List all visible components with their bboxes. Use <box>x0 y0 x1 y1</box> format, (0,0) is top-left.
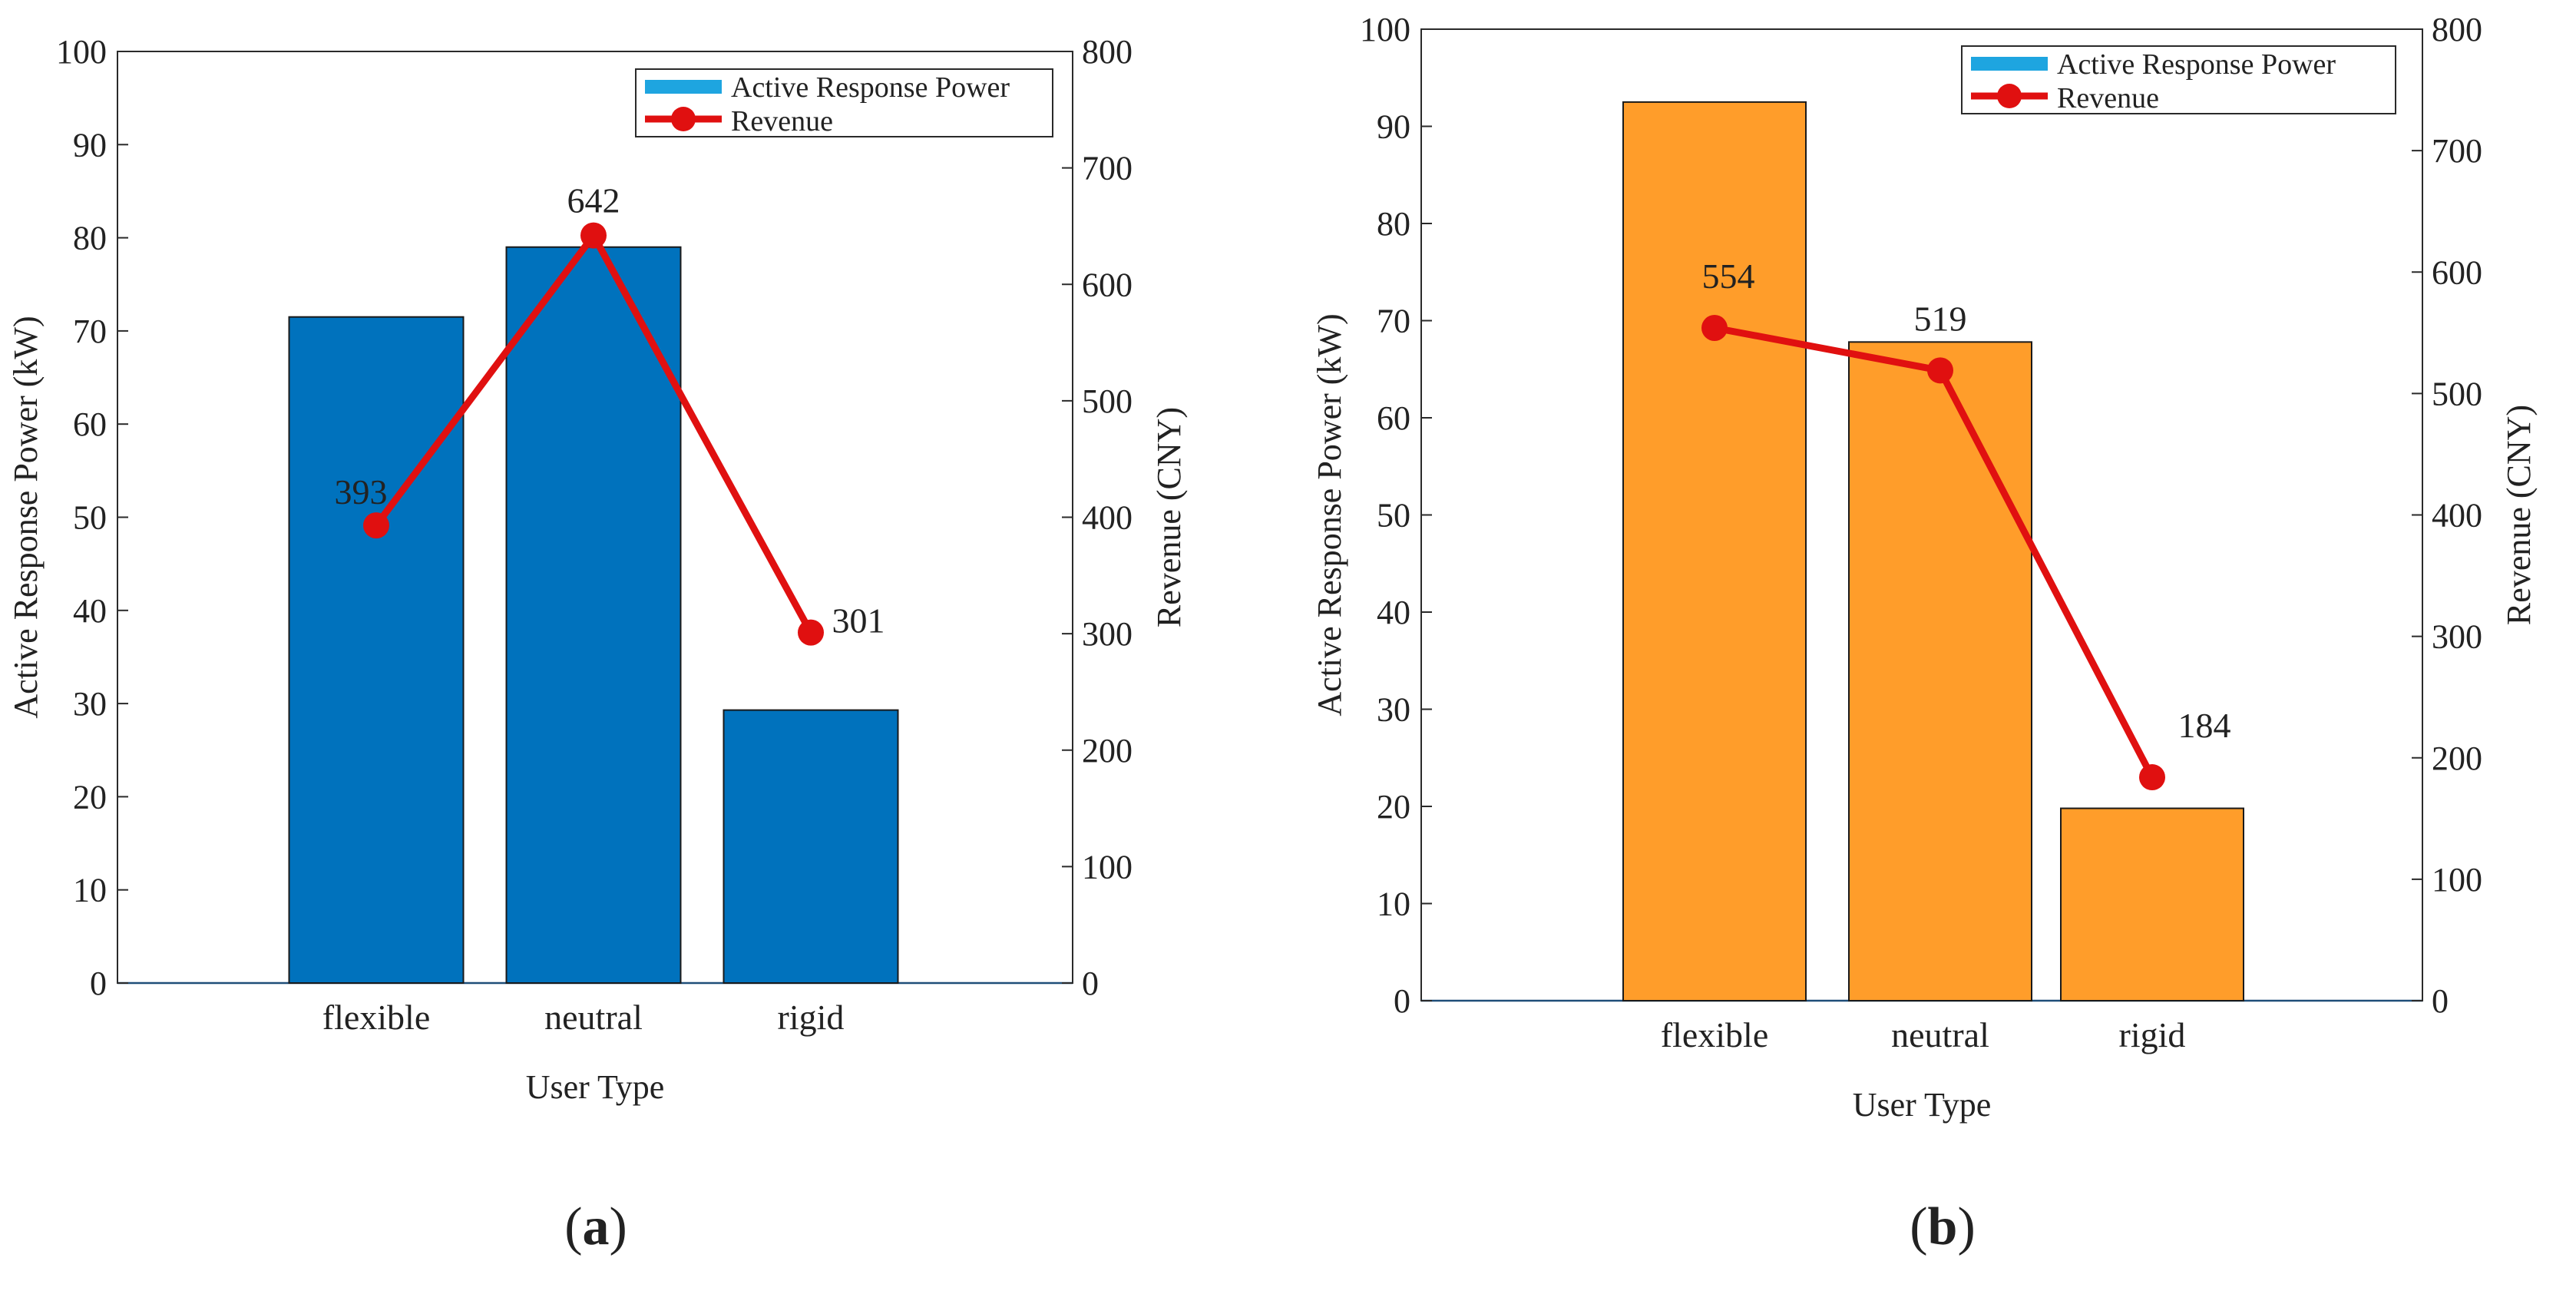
y-right-tick-label: 200 <box>1082 732 1133 770</box>
y-right-tick-label: 300 <box>1082 615 1133 653</box>
y-right-tick-label: 200 <box>2432 740 2482 777</box>
y-left-tick-label: 50 <box>73 499 107 537</box>
bar-rigid <box>723 709 899 984</box>
x-axis-label: User Type <box>1853 1086 1992 1124</box>
y-left-tick-label: 100 <box>56 33 107 71</box>
y-left-tick-label: 80 <box>73 220 107 257</box>
panel-label: (b) <box>1910 1197 1976 1256</box>
x-tick-label-rigid: rigid <box>2119 1015 2186 1054</box>
revenue-point-flexible <box>363 512 389 539</box>
bar-neutral <box>505 246 682 985</box>
legend-swatch-marker <box>1997 84 2022 108</box>
y-right-tick-label: 400 <box>2432 497 2482 535</box>
y-right-tick-label: 400 <box>1082 499 1133 537</box>
revenue-data-label: 393 <box>335 472 388 511</box>
bar-flexible <box>1622 101 1807 1001</box>
legend-label-revenue: Revenue <box>2057 82 2159 114</box>
revenue-point-neutral <box>580 222 607 249</box>
y-right-tick-label: 800 <box>2432 11 2482 48</box>
revenue-point-rigid <box>798 619 824 646</box>
y-right-tick-label: 600 <box>2432 253 2482 291</box>
y-left-tick-label: 40 <box>1377 594 1410 631</box>
y-right-tick-label: 800 <box>1082 33 1133 71</box>
y-right-tick-label: 700 <box>1082 150 1133 187</box>
y-right-tick-label: 0 <box>2432 982 2449 1020</box>
x-tick-label-flexible: flexible <box>1661 1015 1769 1054</box>
y-left-tick-label: 0 <box>90 965 107 1002</box>
y-right-tick-label: 0 <box>1082 965 1099 1002</box>
y-left-tick-label: 10 <box>73 872 107 909</box>
y-left-axis-label: Active Response Power (kW) <box>1311 313 1348 716</box>
x-axis-label: User Type <box>526 1068 665 1106</box>
chart-panel-a: 0 10 20 30 40 50 60 70 80 90 100 0 100 200 300 400 500 60… <box>7 33 1188 1256</box>
revenue-point-flexible <box>1701 314 1728 341</box>
revenue-data-label: 519 <box>1914 299 1967 338</box>
y-left-tick-label: 20 <box>1377 788 1410 826</box>
revenue-point-rigid <box>2139 764 2165 791</box>
y-left-tick-label: 90 <box>73 126 107 164</box>
y-left-tick-label: 70 <box>1377 303 1410 340</box>
y-right-tick-label: 100 <box>2432 861 2482 899</box>
y-left-tick-label: 40 <box>73 592 107 630</box>
y-right-tick-label: 300 <box>2432 618 2482 656</box>
revenue-data-label: 301 <box>832 601 885 641</box>
y-right-tick-label: 500 <box>2432 375 2482 412</box>
y-right-axis-label: Revenue (CNY) <box>2500 405 2538 625</box>
x-tick-label-neutral: neutral <box>1891 1015 1989 1054</box>
chart-panel-b: 0 10 20 30 40 50 60 70 80 90 100 0 100 200 300 400 500 60… <box>1311 11 2538 1256</box>
bar-flexible <box>288 316 465 984</box>
legend-label-revenue: Revenue <box>731 105 833 137</box>
y-left-tick-label: 90 <box>1377 108 1410 146</box>
y-left-tick-label: 60 <box>1377 399 1410 437</box>
y-left-tick-label: 30 <box>1377 691 1410 729</box>
x-tick-label-flexible: flexible <box>322 998 431 1037</box>
y-left-tick-label: 0 <box>1394 982 1410 1020</box>
y-left-tick-label: 70 <box>73 313 107 350</box>
bar-rigid <box>2060 807 2244 1002</box>
y-right-tick-label: 100 <box>1082 848 1133 885</box>
y-left-tick-label: 30 <box>73 685 107 723</box>
x-tick-label-rigid: rigid <box>778 998 845 1037</box>
y-left-tick-label: 10 <box>1377 885 1410 923</box>
x-tick-label-neutral: neutral <box>544 998 643 1037</box>
y-right-tick-label: 700 <box>2432 132 2482 170</box>
y-left-tick-label: 50 <box>1377 497 1410 535</box>
revenue-data-label: 642 <box>567 181 620 220</box>
y-left-tick-label: 100 <box>1360 11 1410 48</box>
panel-label: (a) <box>564 1197 627 1256</box>
revenue-data-label: 554 <box>1702 257 1755 296</box>
legend-label-power: Active Response Power <box>731 71 1010 104</box>
y-left-tick-label: 80 <box>1377 205 1410 243</box>
y-left-tick-label: 60 <box>73 406 107 443</box>
y-left-axis-label: Active Response Power (kW) <box>7 316 45 718</box>
y-right-axis-label: Revenue (CNY) <box>1150 407 1188 627</box>
legend-swatch-bar <box>1971 57 2048 71</box>
legend-label-power: Active Response Power <box>2057 48 2336 81</box>
y-right-tick-label: 500 <box>1082 382 1133 420</box>
legend-swatch-marker <box>671 107 696 131</box>
y-right-tick-label: 600 <box>1082 266 1133 303</box>
legend-swatch-bar <box>645 80 722 94</box>
bar-neutral <box>1848 341 2032 1001</box>
y-left-tick-label: 20 <box>73 778 107 816</box>
revenue-data-label: 184 <box>2178 706 2231 745</box>
revenue-point-neutral <box>1927 357 1953 384</box>
